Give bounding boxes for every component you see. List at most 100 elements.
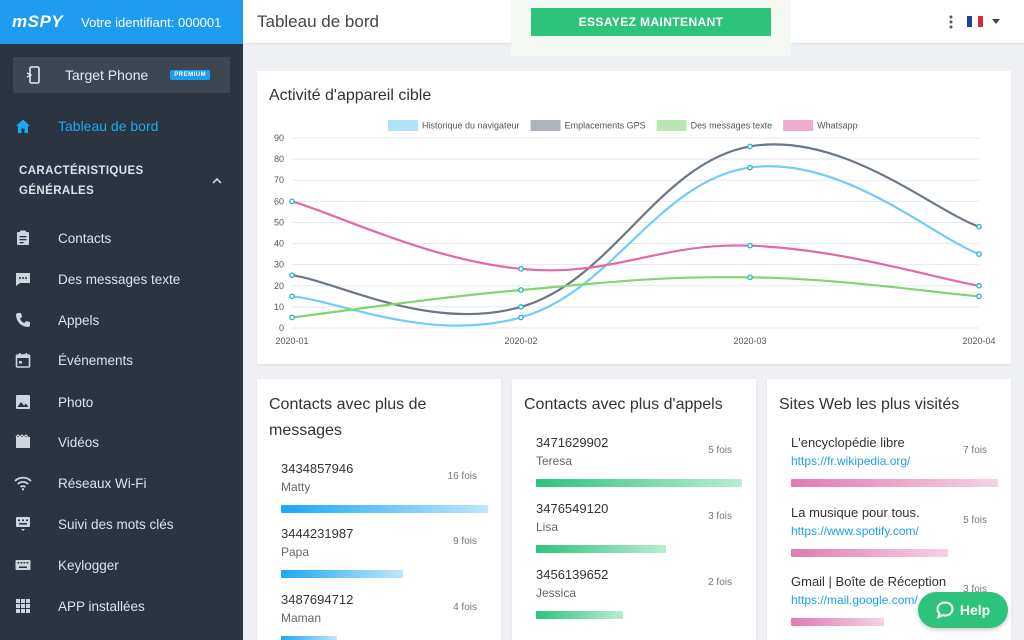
- contact-number: 3476549120: [536, 501, 609, 516]
- keyword-icon: [14, 515, 32, 533]
- message-count: 9 fois: [453, 536, 477, 547]
- progress-bar: [281, 570, 403, 578]
- image-icon: [14, 393, 32, 411]
- list-item[interactable]: 3476549120 Lisa 3 fois: [536, 501, 744, 561]
- list-item[interactable]: La musique pour tous. https://www.spotif…: [791, 505, 999, 565]
- data-point: [289, 293, 295, 300]
- calendar-icon: [14, 351, 32, 369]
- x-tick-label: 2020-01: [275, 336, 308, 346]
- list-item[interactable]: 3471629902 Teresa 5 fois: [536, 435, 744, 495]
- list-item[interactable]: 3456139652 Jessica 2 fois: [536, 567, 744, 627]
- nav-item-installed-apps[interactable]: APP installées: [0, 593, 243, 619]
- y-tick-label: 70: [274, 175, 284, 185]
- contact-number: 3456139652: [536, 567, 609, 582]
- nav-item-label: Contacts: [58, 230, 112, 246]
- list-item[interactable]: Gmail | Boîte de Réception https://mail.…: [791, 574, 999, 634]
- wifi-icon: [14, 474, 32, 492]
- nav-item-contacts[interactable]: Contacts: [0, 225, 243, 251]
- data-point: [747, 274, 753, 281]
- brand-bar: mSPY Votre identifiant: 000001: [0, 0, 243, 44]
- nav-item-label: Vidéos: [58, 434, 100, 450]
- y-tick-label: 10: [274, 302, 284, 312]
- nav-dashboard[interactable]: Tableau de bord: [0, 113, 243, 139]
- data-point: [976, 293, 982, 300]
- visit-count: 3 fois: [963, 584, 987, 595]
- logo-text: mSPY: [12, 12, 64, 31]
- nav-item-events[interactable]: Événements: [0, 347, 243, 373]
- help-button[interactable]: Help: [918, 592, 1008, 628]
- features-section-title: CARACTÉRISTIQUES GÉNÉRALES: [19, 165, 144, 197]
- data-point: [289, 314, 295, 321]
- y-tick-label: 0: [279, 323, 284, 333]
- phone-device-icon: [26, 66, 40, 84]
- site-url-link[interactable]: https://fr.wikipedia.org/: [791, 454, 911, 468]
- nav-item-videos[interactable]: Vidéos: [0, 429, 243, 455]
- y-tick-label: 40: [274, 239, 284, 249]
- y-tick-label: 30: [274, 260, 284, 270]
- legend-label: Emplacements GPS: [565, 121, 646, 131]
- nav-item-keylogger[interactable]: Keylogger: [0, 552, 243, 578]
- call-count: 2 fois: [708, 577, 732, 588]
- x-tick-label: 2020-03: [733, 336, 766, 346]
- mspy-logo[interactable]: mSPY: [12, 12, 65, 32]
- film-icon: [14, 433, 32, 451]
- data-point: [747, 242, 753, 249]
- try-now-button[interactable]: ESSAYEZ MAINTENANT: [531, 8, 771, 36]
- legend-label: Historique du navigateur: [422, 121, 520, 131]
- x-tick-label: 2020-04: [962, 336, 995, 346]
- progress-bar: [281, 636, 337, 640]
- series-line: [291, 200, 980, 287]
- premium-badge: PREMIUM: [170, 70, 211, 80]
- site-name: La musique pour tous.: [791, 505, 920, 520]
- chart-card-title: Activité d'appareil cible: [269, 87, 432, 104]
- nav-item-label: Keylogger: [58, 557, 119, 573]
- nav-item-text-messages[interactable]: Des messages texte: [0, 266, 243, 292]
- visit-count: 5 fois: [963, 515, 987, 526]
- legend-swatch: [783, 120, 814, 131]
- legend-swatch: [656, 120, 687, 131]
- progress-bar: [536, 479, 742, 487]
- x-tick-label: 2020-02: [504, 336, 537, 346]
- nav-item-label: Des messages texte: [58, 271, 181, 287]
- nav-item-wifi[interactable]: Réseaux Wi-Fi: [0, 470, 243, 496]
- list-item[interactable]: 3487694712 Maman 4 fois: [281, 592, 489, 640]
- sidebar: mSPY Votre identifiant: 000001 Target Ph…: [0, 0, 243, 640]
- data-point: [518, 304, 524, 310]
- y-tick-label: 80: [274, 154, 284, 164]
- target-phone-selector[interactable]: Target Phone PREMIUM: [13, 57, 230, 93]
- list-item[interactable]: L'encyclopédie libre https://fr.wikipedi…: [791, 435, 999, 495]
- call-count: 3 fois: [708, 511, 732, 522]
- chevron-up-icon: [212, 177, 222, 184]
- y-tick-label: 60: [274, 196, 284, 206]
- nav-item-photo[interactable]: Photo: [0, 389, 243, 415]
- message-count: 16 fois: [447, 471, 477, 482]
- list-item[interactable]: 3444231987 Papa 9 fois: [281, 526, 489, 586]
- data-point: [289, 198, 295, 205]
- nav-item-keywords[interactable]: Suivi des mots clés: [0, 511, 243, 537]
- legend-swatch: [530, 120, 561, 131]
- caret-down-icon[interactable]: [992, 19, 1000, 24]
- top-sites-title: Sites Web les plus visités: [779, 396, 960, 413]
- clipboard-icon: [14, 229, 32, 247]
- data-point: [976, 251, 982, 257]
- site-url-link[interactable]: https://www.spotify.com/: [791, 524, 919, 538]
- site-url-link[interactable]: https://mail.google.com/: [791, 593, 918, 607]
- list-item[interactable]: 3434857946 Matty 16 fois: [281, 461, 489, 521]
- series-line: [291, 143, 980, 316]
- data-point: [747, 164, 753, 171]
- nav-item-calls[interactable]: Appels: [0, 307, 243, 333]
- legend-swatch: [388, 120, 418, 131]
- contact-number: 3444231987: [281, 526, 354, 541]
- data-point: [518, 287, 524, 293]
- more-options-icon[interactable]: [943, 14, 959, 30]
- message-icon: [14, 270, 32, 288]
- progress-bar: [281, 505, 488, 513]
- progress-bar: [536, 611, 623, 619]
- nav-item-label: Photo: [58, 394, 94, 410]
- top-messages-card: Contacts avec plus de messages 343485794…: [257, 379, 501, 640]
- contact-number: 3471629902: [536, 435, 609, 450]
- chat-bubble-icon: [936, 601, 954, 619]
- language-flag-icon[interactable]: [967, 16, 983, 27]
- top-calls-title: Contacts avec plus d'appels: [524, 396, 723, 413]
- features-section-header[interactable]: CARACTÉRISTIQUES GÉNÉRALES: [19, 161, 229, 201]
